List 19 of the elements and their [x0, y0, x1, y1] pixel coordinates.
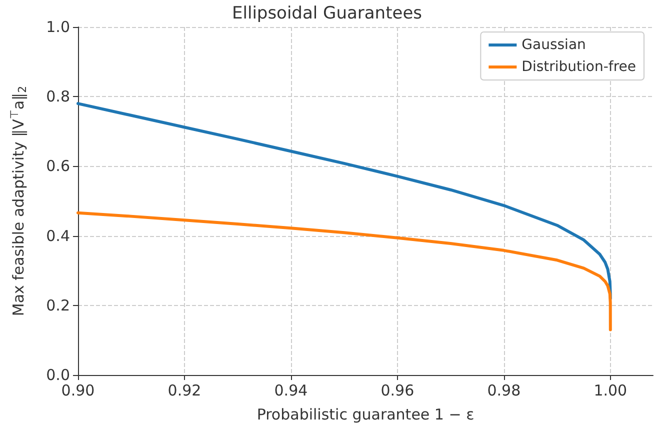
x-tick-label: 0.90: [61, 382, 95, 400]
x-tick-label: 0.98: [487, 382, 521, 400]
y-tick-label: 0.4: [46, 226, 70, 245]
x-tick-label: 0.92: [168, 382, 202, 400]
line-series: [76, 102, 612, 300]
x-tick-label: 1.00: [594, 382, 628, 400]
line-series: [76, 211, 612, 332]
y-tick-label: 0.0: [46, 366, 70, 384]
y-tick-label: 0.6: [46, 157, 70, 176]
x-axis-title: Probabilistic guarantee 1 − ε: [256, 406, 474, 424]
x-tick-label: 0.94: [274, 382, 308, 400]
y-tick-label: 0.2: [46, 296, 70, 314]
chart-title: Ellipsoidal Guarantees: [232, 4, 422, 24]
y-tick-label: 1.0: [46, 18, 70, 36]
x-tick-label: 0.96: [380, 382, 414, 400]
y-tick-label: 0.8: [46, 88, 70, 106]
y-axis-title: Max feasible adaptivity ‖V⊤a‖2: [8, 86, 29, 316]
legend-label: Distribution-free: [522, 59, 636, 75]
legend-label: Gaussian: [522, 37, 586, 53]
